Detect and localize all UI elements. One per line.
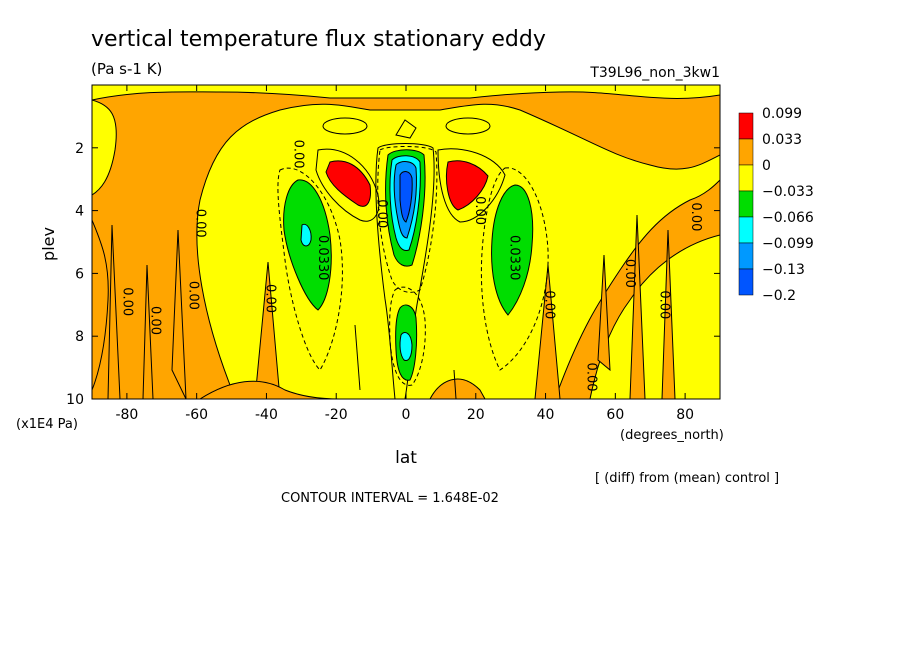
x-tick-label: -20: [325, 407, 348, 423]
region-orange-left-strip: [92, 219, 109, 391]
legend-swatch: [738, 190, 754, 218]
chart-title: vertical temperature flux stationary edd…: [91, 27, 546, 52]
legend-label: −0.2: [762, 288, 796, 304]
region-yellow-nw: [92, 99, 117, 196]
contour-label: 0.00: [374, 199, 389, 228]
y-tick-label: 8: [75, 329, 84, 345]
patch-yellow-top-center: [395, 119, 417, 139]
region-orange-spike-1: [107, 224, 121, 399]
legend-swatch: [738, 242, 754, 270]
contour-labels: 0.00 0.00 0.00 0.00 0.00 0.00 0.0330 0.00 0.00 0.…: [119, 140, 703, 392]
heatmap-field: [92, 85, 720, 399]
x-tick-label: -60: [185, 407, 208, 423]
legend-label: −0.13: [762, 262, 805, 278]
region-orange-center-bottom: [429, 378, 486, 399]
contour-label: 0.00: [583, 363, 598, 392]
legend-swatch: [738, 164, 754, 192]
y-axis: 2 4 6 8 10: [66, 141, 720, 408]
x-axis-units: (degrees_north): [620, 428, 724, 443]
x-axis: -80 -60 -40 -20 0 20 40 60 80: [115, 85, 694, 423]
region-red-sh: [325, 160, 371, 207]
x-tick-label: 40: [537, 407, 555, 423]
contour-label: 0.00: [290, 140, 305, 169]
x-tick-label: 20: [467, 407, 485, 423]
contour-label: 0.00: [193, 209, 208, 238]
contour-label: 0.0330: [315, 235, 330, 281]
legend-label: −0.066: [762, 210, 814, 226]
region-orange-spike-4: [254, 261, 281, 399]
x-tick-label: 60: [606, 407, 624, 423]
region-red-nh: [445, 160, 489, 211]
positive-contours: [315, 148, 506, 399]
region-orange-spike-6: [629, 214, 646, 399]
legend-label: −0.033: [762, 184, 814, 200]
contour-label: 0.00: [622, 259, 637, 288]
contour-label: 0.00: [262, 284, 277, 313]
contour-label: 0.00: [657, 290, 672, 319]
contour-interval: CONTOUR INTERVAL = 1.648E-02: [281, 491, 499, 506]
x-tick-label: 0: [402, 407, 411, 423]
legend-label: 0.099: [762, 106, 802, 122]
contour-label: 0.00: [688, 202, 703, 231]
legend-label: 0: [762, 158, 771, 174]
region-dblue-center-upper: [399, 171, 413, 223]
y-tick-label: 6: [75, 266, 84, 282]
y-tick-label: 10: [66, 392, 84, 408]
region-green-nh: [491, 184, 534, 316]
region-orange-spike-2: [142, 264, 154, 399]
chart-units: (Pa s-1 K): [91, 60, 162, 78]
region-yellow-nh-cap: [92, 85, 720, 101]
legend-swatch: [738, 216, 754, 244]
legend-swatch: [738, 112, 754, 140]
patch-yellow-top-right: [445, 117, 491, 135]
contour-label: 0.00: [542, 290, 557, 319]
color-legend: 0.099 0.033 0 −0.033 −0.066 −0.099 −0.13 −0.2: [738, 106, 814, 304]
region-cyan-sh: [300, 223, 312, 247]
region-orange-spike-7: [661, 229, 676, 399]
region-orange-spike-5: [534, 264, 561, 399]
legend-label: −0.099: [762, 236, 814, 252]
x-axis-label: lat: [395, 448, 417, 468]
region-orange-nh-band: [92, 85, 720, 399]
region-cyan-center-lower: [399, 332, 413, 361]
region-orange-spike-8: [597, 254, 611, 372]
contour-label: 0.0330: [507, 235, 522, 281]
region-orange-spike-3: [171, 229, 187, 399]
run-label: T39L96_non_3kw1: [589, 65, 720, 81]
comparison-note: [ (diff) from (mean) control ]: [595, 471, 779, 486]
contour-label: 0.00: [472, 196, 487, 225]
contour-label: 0.00: [147, 306, 162, 335]
patch-yellow-top-left: [322, 117, 368, 135]
x-tick-label: 80: [676, 407, 694, 423]
y-tick-label: 2: [75, 141, 84, 157]
x-tick-label: -80: [115, 407, 138, 423]
legend-label: 0.033: [762, 132, 802, 148]
legend-swatch: [738, 268, 754, 296]
y-axis-label: plev: [39, 227, 58, 261]
x-tick-label: -40: [255, 407, 278, 423]
contour-label: 0.00: [186, 281, 201, 310]
negative-contours: [277, 146, 549, 386]
contour-label: 0.00: [119, 287, 134, 316]
y-tick-label: 4: [75, 204, 84, 220]
legend-swatch: [738, 138, 754, 166]
y-axis-units: (x1E4 Pa): [16, 417, 78, 432]
